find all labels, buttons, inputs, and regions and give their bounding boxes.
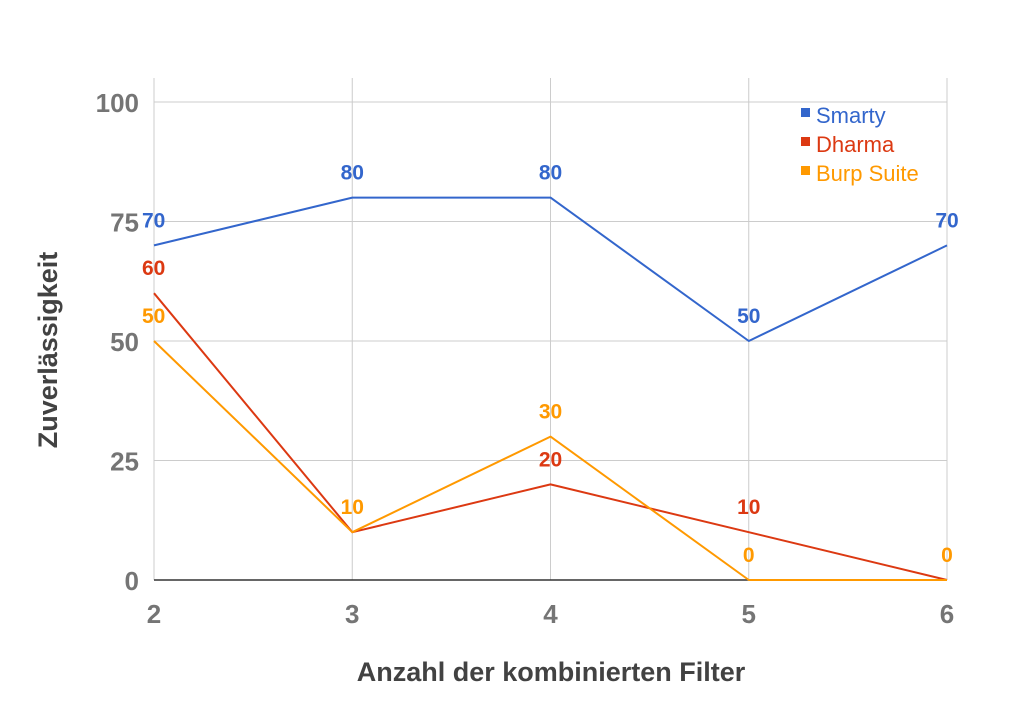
legend-label-burp-suite: Burp Suite — [816, 161, 919, 186]
grid — [153, 78, 948, 580]
series-lines — [153, 196, 948, 581]
x-tick-label: 2 — [147, 599, 161, 629]
x-tick-label: 5 — [742, 599, 756, 629]
x-tick-label: 3 — [345, 599, 359, 629]
data-label-burp-suite: 30 — [539, 401, 562, 424]
data-label-burp-suite: 0 — [941, 544, 953, 567]
data-label-dharma: 10 — [737, 496, 760, 519]
series-line-dharma — [153, 292, 948, 581]
data-label-burp-suite: 0 — [743, 544, 755, 567]
series-line-burp-suite — [153, 340, 947, 581]
y-tick-label: 0 — [125, 566, 139, 596]
legend-label-smarty: Smarty — [816, 103, 886, 128]
legend-swatch-burp-suite — [801, 166, 810, 175]
data-label-smarty: 80 — [539, 162, 562, 185]
legend: Smarty Dharma Burp Suite — [801, 103, 919, 186]
y-tick-label: 75 — [110, 208, 139, 238]
x-tick-label: 6 — [940, 599, 954, 629]
x-axis-title: Anzahl der kombinierten Filter — [357, 657, 746, 687]
y-tick-label: 50 — [110, 327, 139, 357]
data-label-dharma: 20 — [539, 448, 562, 471]
data-label-burp-suite: 10 — [341, 496, 364, 519]
data-label-smarty: 70 — [935, 209, 958, 232]
legend-swatch-smarty — [801, 108, 810, 117]
legend-label-dharma: Dharma — [816, 132, 895, 157]
data-label-dharma: 60 — [142, 257, 165, 280]
x-tick-label: 4 — [543, 599, 558, 629]
data-label-burp-suite: 50 — [142, 305, 165, 328]
series-line-smarty — [153, 196, 948, 342]
data-label-smarty: 70 — [142, 209, 165, 232]
data-label-smarty: 50 — [737, 305, 760, 328]
data-labels: 70 80 80 50 70 60 20 10 50 10 30 0 0 — [142, 162, 959, 567]
legend-swatch-dharma — [801, 137, 810, 146]
y-axis-title: Zuverlässigkeit — [33, 252, 63, 449]
data-label-smarty: 80 — [341, 162, 364, 185]
y-tick-label: 25 — [110, 447, 139, 477]
y-tick-label: 100 — [96, 88, 139, 118]
